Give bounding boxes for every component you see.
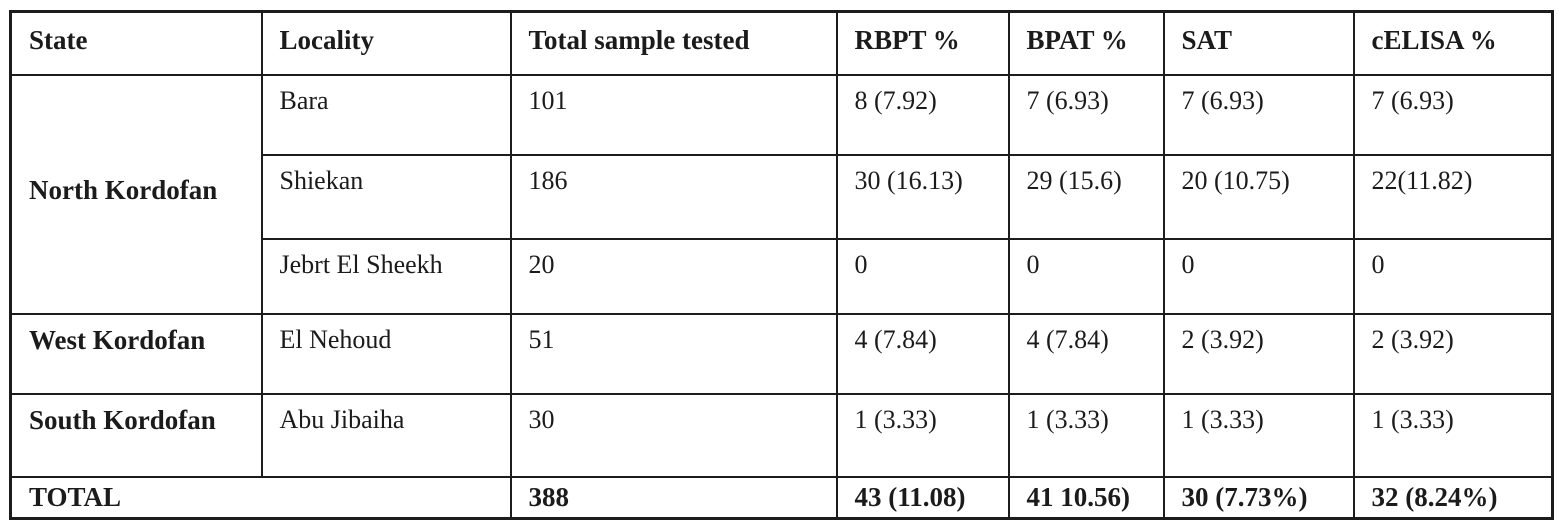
bpat-cell: 29 (15.6) — [1007, 153, 1165, 240]
bpat-cell: 7 (6.93) — [1007, 73, 1165, 156]
total-cell: 186 — [509, 153, 838, 240]
locality-cell: Jebrt El Sheekh — [260, 237, 512, 315]
total-row-label: TOTAL — [9, 475, 512, 520]
serology-results-table: State Locality Total sample tested RBPT … — [9, 10, 1554, 520]
total-row-sat: 30 (7.73%) — [1162, 475, 1355, 520]
locality-cell: El Nehoud — [260, 312, 512, 395]
rbpt-cell: 0 — [835, 237, 1010, 315]
bpat-cell: 0 — [1007, 237, 1165, 315]
sat-cell: 7 (6.93) — [1162, 73, 1355, 156]
column-header-state: State — [9, 10, 263, 76]
rbpt-cell: 1 (3.33) — [835, 392, 1010, 478]
total-row-celisa: 32 (8.24%) — [1352, 475, 1554, 520]
state-cell-south-kordofan: South Kordofan — [9, 392, 263, 478]
state-cell-north-kordofan: North Kordofan — [9, 73, 263, 315]
rbpt-cell: 30 (16.13) — [835, 153, 1010, 240]
column-header-bpat: BPAT % — [1007, 10, 1165, 76]
column-header-locality: Locality — [260, 10, 512, 76]
table-row: North Kordofan Bara 101 8 (7.92) 7 (6.93… — [9, 73, 1554, 315]
celisa-cell: 0 — [1352, 237, 1554, 315]
locality-cell: Shiekan — [260, 153, 512, 240]
table-row: Shiekan 186 30 (16.13) 29 (15.6) 20 (10.… — [11, 153, 1554, 240]
locality-cell: Abu Jibaiha — [260, 392, 512, 478]
total-cell: 51 — [509, 312, 838, 395]
state-cell-west-kordofan: West Kordofan — [9, 312, 263, 395]
table-row: Jebrt El Sheekh 20 0 0 0 0 — [11, 237, 1554, 315]
celisa-cell: 22(11.82) — [1352, 153, 1554, 240]
celisa-cell: 7 (6.93) — [1352, 73, 1554, 156]
total-cell: 101 — [509, 73, 838, 156]
total-row-bpat: 41 10.56) — [1007, 475, 1165, 520]
column-header-celisa: cELISA % — [1352, 10, 1554, 76]
sat-cell: 20 (10.75) — [1162, 153, 1355, 240]
table-header-row: State Locality Total sample tested RBPT … — [9, 10, 1554, 76]
sat-cell: 1 (3.33) — [1162, 392, 1355, 478]
table-row: South Kordofan Abu Jibaiha 30 1 (3.33) 1… — [9, 392, 1554, 478]
total-row-sample-count: 388 — [509, 475, 838, 520]
sat-cell: 0 — [1162, 237, 1355, 315]
total-cell: 30 — [509, 392, 838, 478]
column-header-sat: SAT — [1162, 10, 1355, 76]
celisa-cell: 1 (3.33) — [1352, 392, 1554, 478]
bpat-cell: 4 (7.84) — [1007, 312, 1165, 395]
table-total-row: TOTAL 388 43 (11.08) 41 10.56) 30 (7.73%… — [9, 475, 1554, 520]
celisa-cell: 2 (3.92) — [1352, 312, 1554, 395]
sat-cell: 2 (3.92) — [1162, 312, 1355, 395]
bpat-cell: 1 (3.33) — [1007, 392, 1165, 478]
column-header-rbpt: RBPT % — [835, 10, 1010, 76]
rbpt-cell: 4 (7.84) — [835, 312, 1010, 395]
total-row-rbpt: 43 (11.08) — [835, 475, 1010, 520]
column-header-total: Total sample tested — [509, 10, 838, 76]
total-cell: 20 — [509, 237, 838, 315]
locality-cell: Bara — [260, 73, 512, 156]
table-row: West Kordofan El Nehoud 51 4 (7.84) 4 (7… — [9, 312, 1554, 395]
rbpt-cell: 8 (7.92) — [835, 73, 1010, 156]
